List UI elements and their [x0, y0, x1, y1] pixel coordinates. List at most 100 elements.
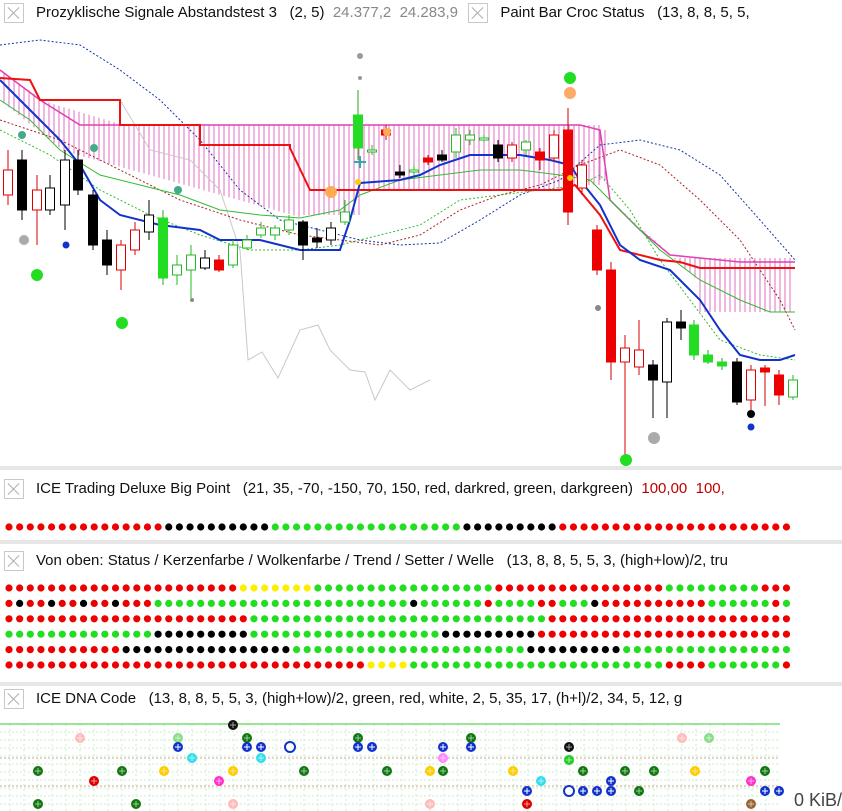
close-icon[interactable] — [468, 3, 489, 24]
dna-dot-cross — [762, 768, 768, 774]
status-dot — [239, 646, 247, 654]
status-dot — [655, 599, 663, 607]
big-point-dot — [772, 523, 780, 531]
status-dot — [708, 646, 716, 654]
dna-dot-cross — [301, 768, 307, 774]
status-dot — [399, 584, 407, 592]
status-dot — [495, 584, 503, 592]
dna-dot-cross — [258, 755, 264, 761]
status-dot — [527, 661, 535, 669]
status-dot — [303, 615, 311, 623]
status-dot — [292, 661, 301, 669]
status-dot — [346, 630, 354, 638]
status-dot — [79, 615, 88, 623]
status-dot — [229, 630, 237, 638]
big-point-dot — [537, 523, 546, 531]
close-icon[interactable] — [4, 3, 24, 24]
status-dot — [410, 661, 418, 669]
close-icon[interactable] — [4, 479, 24, 500]
status-dot — [250, 630, 258, 638]
candle-body — [423, 157, 433, 163]
status-dot — [37, 615, 45, 623]
dna-dot-cross — [35, 801, 41, 807]
big-point-dot — [69, 523, 77, 531]
status-dot — [388, 661, 396, 669]
big-point-dot — [175, 523, 183, 531]
status-dot — [431, 615, 439, 623]
candle-body — [774, 374, 784, 396]
panel-separator[interactable] — [0, 682, 842, 686]
status-dot — [143, 615, 152, 623]
status-dot — [655, 584, 663, 592]
candle-body — [465, 134, 475, 141]
status-dot — [197, 584, 205, 592]
status-dot — [154, 599, 162, 607]
status-dot — [612, 661, 620, 669]
status-panel[interactable]: Von oben: Status / Kerzenfarbe / Wolkenf… — [0, 544, 842, 682]
big-point-dot — [644, 523, 652, 531]
status-dot — [463, 599, 471, 607]
status-dot — [644, 661, 652, 669]
dna-dot-cross — [468, 744, 474, 750]
big-point-dot — [665, 523, 673, 531]
status-dot — [388, 615, 396, 623]
dashed-upper-line — [0, 39, 796, 261]
main-chart-panel[interactable]: Prozyklische Signale Abstandstest 3 (2, … — [0, 0, 842, 466]
status-dot — [495, 599, 503, 607]
status-dot — [729, 661, 737, 669]
status-dot — [186, 584, 194, 592]
status-dot — [324, 646, 333, 654]
status-dot — [261, 599, 269, 607]
status-dot — [261, 630, 269, 638]
panel-separator[interactable] — [0, 466, 842, 470]
status-dot — [548, 615, 556, 623]
status-dot — [90, 630, 98, 638]
status-dot — [591, 584, 599, 592]
status-dot — [388, 599, 396, 607]
status-dot — [69, 630, 77, 638]
status-dot — [197, 661, 205, 669]
status-dot — [559, 599, 567, 607]
status-dot — [16, 584, 24, 592]
panel-separator[interactable] — [0, 540, 842, 544]
big-point-dots — [5, 523, 791, 531]
dna-dot-cross — [230, 768, 236, 774]
status-dot — [5, 646, 13, 654]
dna-dot-cross — [244, 744, 250, 750]
close-icon[interactable] — [4, 551, 24, 572]
status-dot — [48, 646, 56, 654]
status-dot — [729, 646, 737, 654]
status-dot — [388, 584, 396, 592]
dna-panel[interactable]: ICE DNA Code (13, 8, 8, 5, 5, 3, (high+l… — [0, 686, 842, 811]
status-dot — [229, 661, 237, 669]
status-dot — [303, 630, 311, 638]
close-icon[interactable] — [4, 689, 24, 710]
candle-body — [88, 194, 98, 246]
dna-dot-cross — [189, 755, 195, 761]
status-dot — [165, 661, 173, 669]
status-dot — [346, 661, 354, 669]
status-dot — [601, 615, 610, 623]
price-chart[interactable] — [0, 0, 842, 466]
status-dot — [90, 646, 98, 654]
status-dot — [537, 646, 546, 654]
status-dot — [48, 630, 56, 638]
status-dot — [271, 630, 279, 638]
candle-body — [228, 244, 238, 266]
status-dot — [399, 599, 407, 607]
status-dot — [58, 646, 66, 654]
status-dot — [261, 615, 269, 623]
signal-marker — [564, 87, 576, 99]
dna-dot-cross — [510, 768, 516, 774]
big-point-dot — [740, 523, 748, 531]
big-point-dot — [48, 523, 56, 531]
status-dot — [420, 599, 428, 607]
status-dot — [335, 584, 343, 592]
big-point-dot — [101, 523, 109, 531]
status-dot — [16, 630, 24, 638]
status-dot — [303, 584, 311, 592]
big-point-panel[interactable]: ICE Trading Deluxe Big Point (21, 35, -7… — [0, 470, 842, 540]
status-dot — [740, 615, 748, 623]
status-dot — [37, 661, 45, 669]
candle-body — [788, 379, 798, 398]
